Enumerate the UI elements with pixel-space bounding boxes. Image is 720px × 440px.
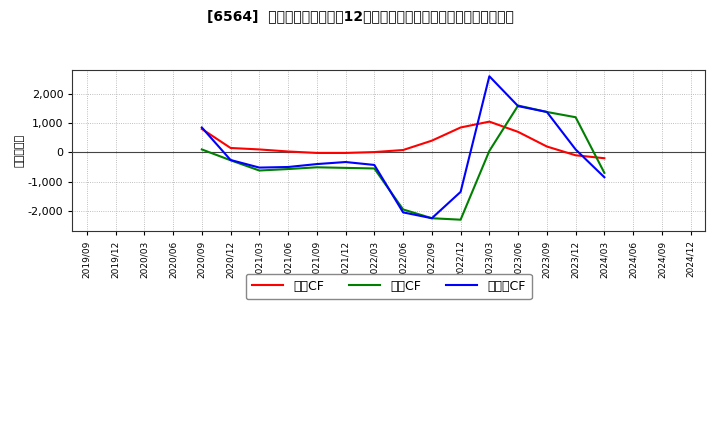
Text: [6564]  キャッシュフローの12か月移動合計の対前年同期増減額の推移: [6564] キャッシュフローの12か月移動合計の対前年同期増減額の推移 — [207, 9, 513, 23]
Y-axis label: （百万円）: （百万円） — [15, 134, 25, 168]
Legend: 営業CF, 投資CF, フリーCF: 営業CF, 投資CF, フリーCF — [246, 274, 532, 299]
